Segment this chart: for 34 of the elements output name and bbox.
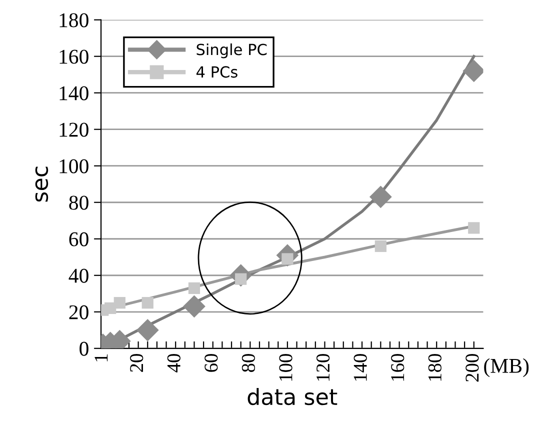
legend-label: Single PC [196, 43, 267, 58]
point [136, 318, 159, 342]
point [374, 240, 386, 252]
point [369, 186, 392, 208]
x-axis-title: data set [248, 388, 338, 406]
x-tick-label: 120 [316, 354, 330, 381]
point [183, 295, 206, 318]
x-tick-label: 100 [279, 354, 292, 381]
y-tick-label: 140 [60, 86, 88, 100]
y-tick-label: 160 [60, 50, 88, 64]
y-tick-label: 60 [69, 232, 88, 246]
y-tick-label: 100 [60, 159, 88, 174]
x-tick-label: 80 [242, 354, 256, 372]
x-tick-label: 160 [391, 354, 404, 381]
legend-label: 4 PCs [196, 66, 238, 78]
y-tick-label: 120 [60, 122, 88, 137]
x-tick-label: 60 [204, 354, 218, 372]
y-tick-label: 80 [69, 196, 88, 210]
y-tick-label: 0 [80, 342, 88, 356]
x-tick-label: 40 [167, 354, 180, 372]
point [188, 282, 200, 294]
point [114, 296, 126, 309]
x-tick-label: 140 [354, 354, 367, 381]
x-tick-label: 1 [94, 354, 108, 362]
text: (MB) [484, 358, 529, 378]
point [468, 222, 480, 234]
x-tick-label: 20 [130, 354, 144, 372]
point [142, 296, 154, 309]
y-tick-label: 20 [69, 305, 88, 320]
y-axis-title: sec [35, 166, 48, 202]
y-tick-label: 40 [68, 268, 88, 283]
x-tick-label: 200 [466, 354, 479, 382]
y-tick-label: 180 [60, 13, 88, 28]
x-tick-label: 180 [428, 354, 442, 381]
